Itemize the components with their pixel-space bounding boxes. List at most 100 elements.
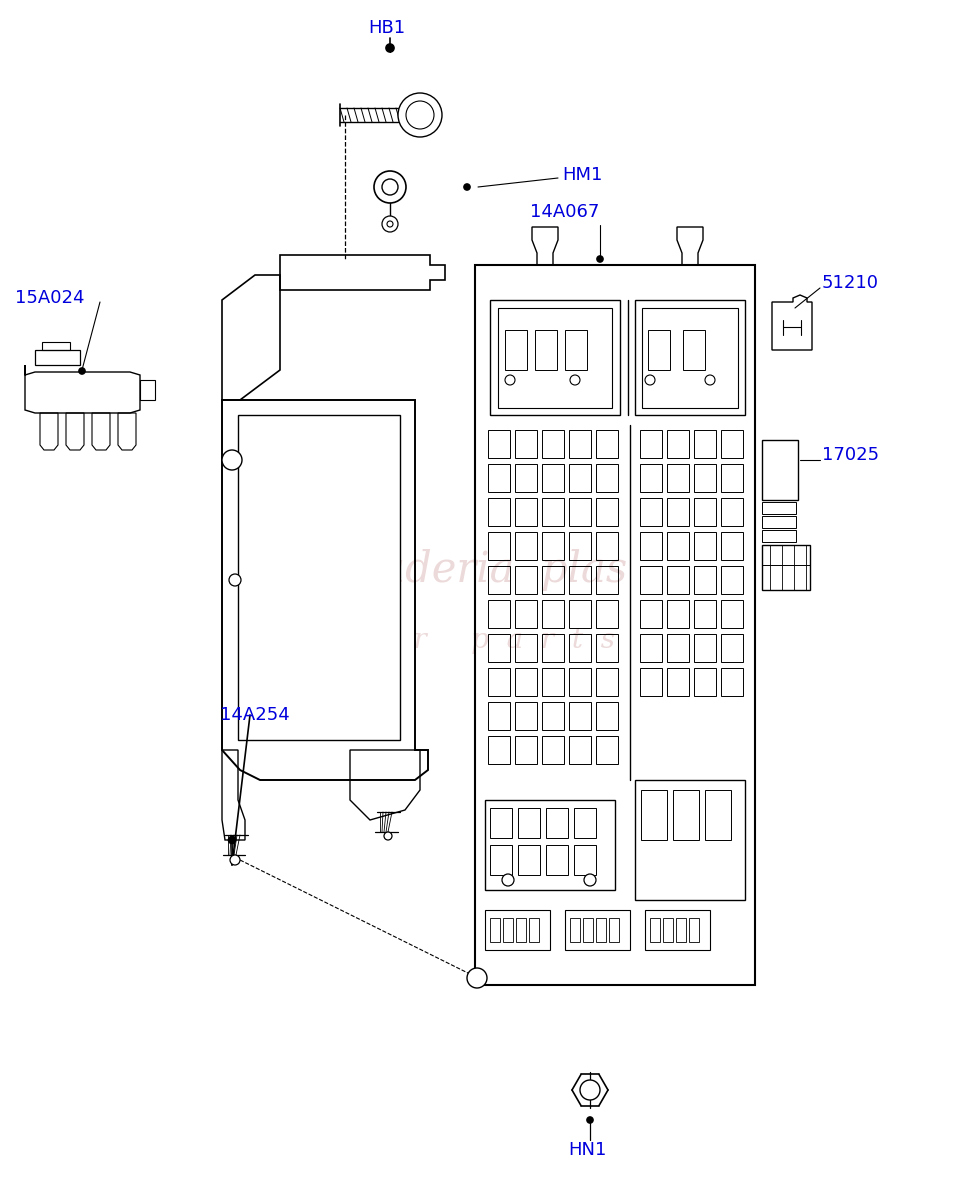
Bar (515, 566, 537, 594)
Bar (721, 464, 743, 492)
Bar (667, 498, 689, 526)
Text: 14A254: 14A254 (220, 706, 290, 724)
Bar (569, 702, 591, 730)
Bar (596, 566, 618, 594)
Bar (596, 464, 618, 492)
Text: HM1: HM1 (562, 166, 602, 184)
Bar (694, 464, 716, 492)
Text: c  a  r     p  a  r  t  s: c a r p a r t s (345, 626, 614, 654)
Bar (542, 736, 564, 764)
Bar (488, 600, 510, 628)
Bar (648, 330, 670, 370)
Bar (569, 532, 591, 560)
Bar (596, 918, 606, 942)
Bar (642, 308, 738, 408)
Bar (663, 918, 673, 942)
Bar (498, 308, 612, 408)
Bar (667, 668, 689, 696)
Circle shape (386, 44, 394, 52)
Bar (488, 532, 510, 560)
Bar (542, 668, 564, 696)
Bar (490, 300, 620, 415)
Text: 17025: 17025 (822, 446, 879, 464)
Bar (667, 464, 689, 492)
Bar (574, 845, 596, 875)
Text: 51210: 51210 (822, 274, 879, 292)
Bar (762, 530, 796, 542)
Bar (535, 330, 557, 370)
Bar (488, 736, 510, 764)
Bar (676, 918, 686, 942)
Bar (485, 800, 615, 890)
Bar (640, 566, 662, 594)
Bar (694, 600, 716, 628)
Bar (721, 566, 743, 594)
Bar (640, 668, 662, 696)
Bar (694, 498, 716, 526)
Bar (518, 808, 540, 838)
Bar (542, 532, 564, 560)
Bar (490, 918, 500, 942)
Bar (515, 736, 537, 764)
Bar (515, 634, 537, 662)
Bar (569, 464, 591, 492)
Bar (721, 634, 743, 662)
Circle shape (705, 374, 715, 385)
Bar (596, 668, 618, 696)
Text: 14A067: 14A067 (530, 203, 600, 221)
Text: souderia  plas: souderia plas (333, 550, 628, 590)
Circle shape (587, 1117, 593, 1123)
Circle shape (645, 374, 655, 385)
Bar (503, 918, 513, 942)
Bar (569, 634, 591, 662)
Bar (596, 532, 618, 560)
Bar (609, 918, 619, 942)
Circle shape (570, 374, 580, 385)
Bar (635, 780, 745, 900)
Bar (596, 498, 618, 526)
Bar (488, 430, 510, 458)
Bar (542, 464, 564, 492)
Bar (721, 498, 743, 526)
Bar (721, 600, 743, 628)
Bar (529, 918, 539, 942)
Bar (694, 634, 716, 662)
Bar (721, 430, 743, 458)
Circle shape (384, 832, 392, 840)
Bar (694, 430, 716, 458)
Bar (488, 566, 510, 594)
Bar (673, 790, 699, 840)
Bar (574, 808, 596, 838)
Bar (505, 330, 527, 370)
Text: HB1: HB1 (368, 19, 405, 37)
Bar (569, 498, 591, 526)
Circle shape (229, 574, 241, 586)
Bar (518, 845, 540, 875)
Bar (683, 330, 705, 370)
Bar (542, 600, 564, 628)
Circle shape (580, 1080, 600, 1100)
Circle shape (374, 170, 406, 203)
Bar (721, 668, 743, 696)
Circle shape (464, 184, 470, 190)
Bar (569, 600, 591, 628)
Bar (596, 634, 618, 662)
Bar (640, 532, 662, 560)
Circle shape (222, 450, 242, 470)
Bar (542, 702, 564, 730)
Bar (488, 464, 510, 492)
Bar (640, 498, 662, 526)
Bar (721, 532, 743, 560)
Bar (485, 910, 550, 950)
Bar (705, 790, 731, 840)
Bar (546, 845, 568, 875)
Bar (516, 918, 526, 942)
Bar (596, 736, 618, 764)
Bar (640, 634, 662, 662)
Bar (490, 808, 512, 838)
Bar (640, 430, 662, 458)
Bar (569, 430, 591, 458)
Circle shape (597, 256, 603, 262)
Bar (596, 600, 618, 628)
Circle shape (382, 216, 398, 232)
